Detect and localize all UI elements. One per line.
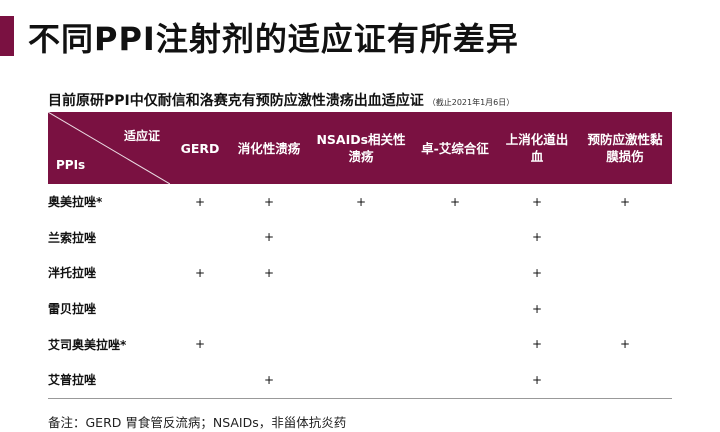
column-header: 卓-艾综合征 <box>421 140 489 156</box>
indication-mark: + <box>194 337 206 352</box>
corner-ppis-label: PPIs <box>56 158 86 172</box>
indication-mark <box>414 362 496 398</box>
column-header: 预防应激性黏膜损伤 <box>587 132 663 164</box>
indication-mark: + <box>355 194 367 209</box>
table-title-text: 目前原研PPI中仅耐信和洛赛克有预防应激性溃疡出血适应证 <box>48 93 424 109</box>
column-header: 消化性溃疡 <box>237 140 301 156</box>
indication-mark <box>414 255 496 291</box>
indication-mark <box>308 326 414 362</box>
drug-name: 泮托拉唑 <box>48 266 97 281</box>
indication-mark: + <box>531 265 543 280</box>
indication-mark <box>578 362 672 398</box>
table-row: 艾普拉唑 + + <box>48 362 672 398</box>
indication-mark <box>308 255 414 291</box>
column-header: 上消化道出血 <box>505 132 569 164</box>
indication-mark: + <box>531 301 543 316</box>
table-row: 泮托拉唑 + + + <box>48 255 672 291</box>
indication-mark: + <box>194 265 206 280</box>
indications-table: 适应证 PPIs GERD 消化性溃疡 NSAIDs相关性溃疡 卓-艾综合征 上… <box>48 112 672 398</box>
table-title: 目前原研PPI中仅耐信和洛赛克有预防应激性溃疡出血适应证 （截止2021年1月6日… <box>48 90 514 110</box>
indication-mark: + <box>531 194 543 209</box>
indication-mark <box>170 291 230 327</box>
table-row: 艾司奥美拉唑* + + + <box>48 326 672 362</box>
footnote: 备注：GERD 胃食管反流病；NSAIDs，非甾体抗炎药 <box>48 415 347 430</box>
indication-mark: + <box>531 337 543 352</box>
indication-mark: + <box>531 372 543 387</box>
table-row: 兰索拉唑 + + <box>48 220 672 256</box>
indication-mark <box>230 326 308 362</box>
indication-mark <box>170 220 230 256</box>
drug-name: 艾司奥美拉唑* <box>48 337 127 352</box>
column-header: NSAIDs相关性溃疡 <box>316 132 406 164</box>
table-row: 雷贝拉唑 + <box>48 291 672 327</box>
indication-mark <box>578 220 672 256</box>
indication-mark: + <box>263 194 275 209</box>
drug-name: 奥美拉唑* <box>48 195 103 210</box>
date-note: （截止2021年1月6日） <box>427 98 515 107</box>
indication-mark: + <box>263 265 275 280</box>
indication-mark <box>578 291 672 327</box>
indication-mark: + <box>531 230 543 245</box>
indication-mark <box>170 362 230 398</box>
drug-name: 艾普拉唑 <box>48 373 97 388</box>
header-corner-cell: 适应证 PPIs <box>48 112 170 184</box>
drug-name: 雷贝拉唑 <box>48 302 97 317</box>
indication-mark <box>414 326 496 362</box>
corner-indication-label: 适应证 <box>123 129 160 143</box>
table-header-row: 适应证 PPIs GERD 消化性溃疡 NSAIDs相关性溃疡 卓-艾综合征 上… <box>48 112 672 184</box>
indication-mark: + <box>619 194 631 209</box>
indication-mark: + <box>194 194 206 209</box>
indication-mark: + <box>449 194 461 209</box>
indication-mark: + <box>263 372 275 387</box>
drug-name: 兰索拉唑 <box>48 230 97 245</box>
slide-title: 不同PPI注射剂的适应证有所差异 <box>28 20 519 58</box>
indication-mark: + <box>619 337 631 352</box>
indication-mark <box>308 291 414 327</box>
indication-mark: + <box>263 230 275 245</box>
indication-mark <box>230 291 308 327</box>
indication-mark <box>308 220 414 256</box>
table-bottom-divider <box>48 398 672 399</box>
column-header: GERD <box>180 140 220 156</box>
indication-mark <box>414 291 496 327</box>
indication-mark <box>414 220 496 256</box>
indication-mark <box>308 362 414 398</box>
indication-mark <box>578 255 672 291</box>
corner-diagonal-line <box>48 112 170 184</box>
table-row: 奥美拉唑* + + + + + + <box>48 184 672 220</box>
title-accent-bar <box>0 16 14 56</box>
